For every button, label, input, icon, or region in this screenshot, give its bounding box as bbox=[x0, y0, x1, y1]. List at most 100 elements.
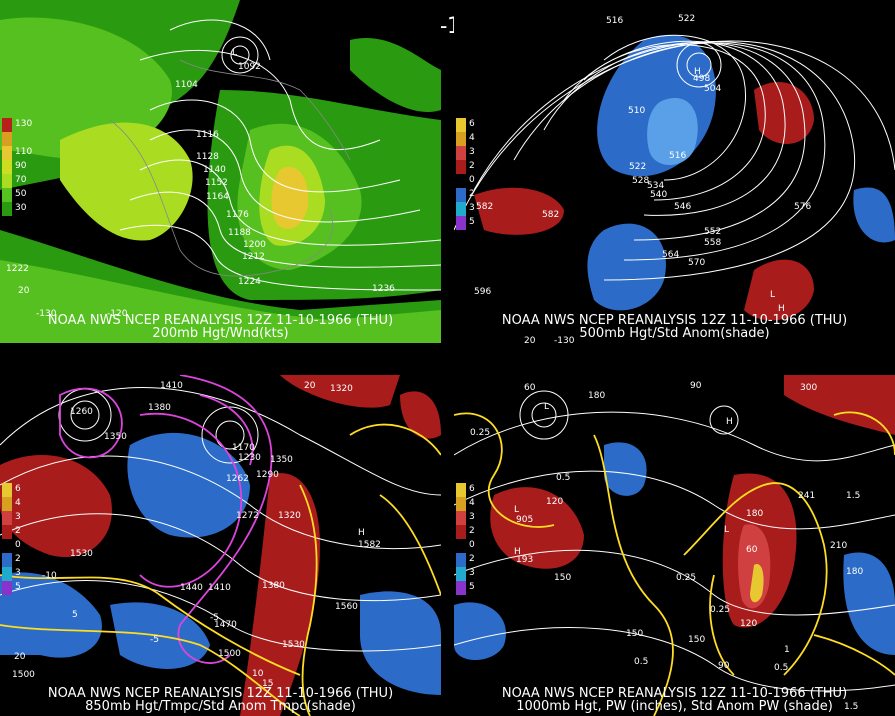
contour-label: 564 bbox=[662, 250, 679, 260]
map-200mb: 1092 1104 1116 1128 1140 1152 1164 1176 1188 1200… bbox=[0, 0, 441, 343]
anomaly-legend: 6 4 3 2 0 2 3 5 bbox=[456, 483, 490, 595]
legend-label: 5 bbox=[469, 582, 475, 592]
legend-label: 2 bbox=[15, 554, 21, 564]
contour-label: 1350 bbox=[104, 432, 127, 442]
panel-caption-line2: 1000mb Hgt, PW (inches), Std Anom PW (sh… bbox=[516, 699, 833, 714]
legend-label: 90 bbox=[15, 161, 27, 171]
contour-label: 516 bbox=[669, 151, 686, 161]
panel-850mb-height-temp-anomaly: 1410 1380 1350 1260 1170 1230 1290 1350 1320 1320… bbox=[0, 375, 441, 716]
legend-label: 110 bbox=[15, 147, 33, 157]
contour-label: 905 bbox=[516, 515, 533, 525]
legend-label: 3 bbox=[469, 512, 475, 522]
legend-label: 5 bbox=[469, 217, 475, 227]
legend-label: 2 bbox=[15, 526, 21, 536]
contour-label: 20 bbox=[14, 652, 26, 662]
contour-label: 120 bbox=[546, 497, 563, 507]
contour-label: 1470 bbox=[214, 620, 237, 630]
contour-label: 15 bbox=[262, 679, 273, 689]
contour-label: -130 bbox=[554, 336, 575, 343]
legend-label: 4 bbox=[15, 498, 21, 508]
contour-label: 1104 bbox=[175, 80, 198, 90]
legend-label: 3 bbox=[15, 512, 21, 522]
legend-label: 2 bbox=[469, 554, 475, 564]
anomaly-shading bbox=[454, 375, 895, 660]
contour-label: 0.25 bbox=[470, 428, 490, 438]
contour-label: -10 bbox=[42, 571, 57, 581]
legend-label: 2 bbox=[469, 161, 475, 171]
temperature-contours-yellow bbox=[0, 423, 441, 716]
contour-label: H bbox=[514, 547, 521, 557]
contour-label: -5 bbox=[210, 613, 219, 623]
map-500mb: 516 5224985045105165225285345405465525585… bbox=[454, 14, 895, 343]
contour-label: 60 bbox=[524, 383, 536, 393]
contour-label: 552 bbox=[704, 227, 721, 237]
contour-label: 1320 bbox=[278, 511, 301, 521]
contour-labels: 60 901803000.250.50.250.250.50.511.512015… bbox=[470, 381, 863, 712]
contour-label: L bbox=[544, 402, 549, 412]
height-contours bbox=[454, 390, 895, 692]
legend-label: 3 bbox=[469, 147, 475, 157]
contour-label: 120 bbox=[740, 619, 757, 629]
contour-label: 582 bbox=[542, 210, 559, 220]
legend-label: 2 bbox=[469, 526, 475, 536]
contour-label: 1152 bbox=[205, 178, 228, 188]
contour-label: 0.25 bbox=[710, 605, 730, 615]
contour-label: -130 bbox=[36, 309, 57, 319]
contour-label: 1188 bbox=[228, 228, 251, 238]
contour-label: 180 bbox=[746, 509, 763, 519]
contour-label: 1350 bbox=[270, 455, 293, 465]
panel-caption-line2: 850mb Hgt/Tmpc/Std Anom Tmpc(shade) bbox=[85, 699, 356, 714]
contour-label: 90 bbox=[690, 381, 702, 391]
anomaly-shading bbox=[474, 34, 895, 321]
contour-label: 1410 bbox=[160, 381, 183, 391]
contour-label: 1582 bbox=[358, 540, 381, 550]
contour-label: 1 bbox=[784, 645, 790, 655]
contour-label: 20 bbox=[304, 381, 316, 391]
legend-label: 6 bbox=[469, 119, 475, 129]
coastlines bbox=[109, 59, 351, 277]
legend-label: 0 bbox=[469, 175, 475, 185]
contour-label: 5 bbox=[72, 610, 78, 620]
contour-label: L bbox=[724, 525, 729, 535]
contour-label: 180 bbox=[846, 567, 863, 577]
contour-label: 528 bbox=[632, 176, 649, 186]
legend-label: 4 bbox=[469, 498, 475, 508]
contour-label: 1290 bbox=[256, 470, 279, 480]
contour-label: 1262 bbox=[226, 474, 249, 484]
contour-label: 150 bbox=[688, 635, 705, 645]
contour-label: 1230 bbox=[238, 453, 261, 463]
legend-label: 130 bbox=[15, 119, 33, 129]
contour-label: 193 bbox=[516, 555, 533, 565]
temperature-contours-magenta bbox=[59, 375, 273, 664]
contour-label: 504 bbox=[704, 84, 721, 94]
legend-label: 6 bbox=[15, 484, 21, 494]
contour-label: 516 bbox=[606, 16, 623, 26]
panel-500mb-height-anomaly: 516 522 498 504 510 516 522 528 534 540 546 552 558 5… bbox=[454, 0, 895, 343]
contour-label: 1380 bbox=[262, 581, 285, 591]
contour-label: 20 bbox=[18, 286, 30, 296]
legend-label: 30 bbox=[15, 203, 27, 213]
pw-contours-yellow bbox=[454, 411, 895, 716]
contour-label: -5 bbox=[150, 635, 159, 645]
contour-label: H bbox=[778, 304, 785, 314]
contour-label: 60 bbox=[746, 545, 758, 555]
legend-label: 3 bbox=[15, 568, 21, 578]
contour-label: 1200 bbox=[243, 240, 266, 250]
contour-label: 534 bbox=[647, 181, 664, 191]
panel-caption-line1: NOAA NWS NCEP REANALYSIS 12Z 11-10-1966 … bbox=[47, 686, 394, 701]
contour-label: 20 bbox=[524, 336, 536, 343]
panel-caption-line1: NOAA NWS NCEP REANALYSIS 12Z 11-10-1966 … bbox=[47, 313, 394, 328]
panel-caption-line2: 500mb Hgt/Std Anom(shade) bbox=[579, 326, 770, 341]
legend-label: 3 bbox=[469, 568, 475, 578]
anomaly-legend: 6 4 3 2 0 2 3 5 bbox=[2, 483, 36, 595]
anomaly-legend: 6 4 3 2 0 2 3 5 bbox=[456, 118, 490, 230]
contour-label: L bbox=[232, 48, 237, 58]
contour-label: 522 bbox=[678, 14, 695, 24]
contour-label: 576 bbox=[794, 202, 811, 212]
contour-label: 0.25 bbox=[676, 573, 696, 583]
contour-label: 1320 bbox=[330, 384, 353, 394]
contour-label: 300 bbox=[800, 383, 817, 393]
contour-label: 1.5 bbox=[844, 702, 858, 712]
